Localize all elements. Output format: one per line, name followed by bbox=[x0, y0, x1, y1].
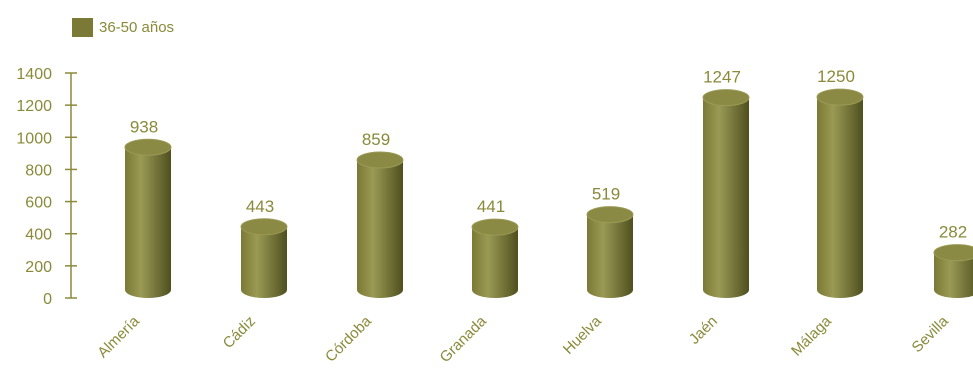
bar-top bbox=[586, 206, 634, 224]
data-label: 282 bbox=[939, 223, 967, 242]
bar bbox=[933, 244, 973, 298]
bar-top bbox=[124, 138, 172, 156]
y-tick-label: 800 bbox=[25, 162, 52, 179]
x-tick-label: Málaga bbox=[788, 312, 835, 359]
bar bbox=[356, 151, 404, 298]
bar-body bbox=[357, 159, 403, 298]
bar bbox=[702, 89, 750, 298]
x-tick-label: Sevilla bbox=[909, 312, 953, 356]
y-tick-label: 1000 bbox=[16, 130, 52, 147]
bar-body bbox=[703, 97, 749, 298]
data-label: 441 bbox=[477, 197, 505, 216]
x-tick-label: Granada bbox=[437, 312, 491, 366]
bar-body bbox=[125, 147, 171, 298]
legend-swatch bbox=[72, 18, 93, 37]
bar-body bbox=[817, 97, 863, 298]
data-labels: 938 443 859 441 519 1247 1250 282 bbox=[130, 67, 967, 242]
bar bbox=[471, 218, 519, 298]
bar-body bbox=[587, 214, 633, 298]
data-label: 443 bbox=[246, 197, 274, 216]
x-tick-label: Huelva bbox=[560, 312, 606, 358]
bar-top bbox=[356, 151, 404, 169]
bars bbox=[124, 88, 973, 298]
y-tick-label: 1200 bbox=[16, 98, 52, 115]
y-tick-label: 200 bbox=[25, 259, 52, 276]
bar-body bbox=[472, 227, 518, 298]
x-tick-label: Jaén bbox=[686, 313, 721, 348]
data-label: 1247 bbox=[703, 68, 741, 87]
bar-body bbox=[241, 226, 287, 298]
data-label: 519 bbox=[592, 185, 620, 204]
legend-label: 36-50 años bbox=[99, 19, 175, 36]
bar-top bbox=[933, 244, 973, 262]
legend: 36-50 años bbox=[72, 18, 174, 37]
bar-top bbox=[702, 89, 750, 107]
x-tick-label: Cádiz bbox=[220, 313, 259, 352]
x-tick-label: Córdoba bbox=[322, 312, 375, 365]
y-axis: 0 200 400 600 800 1000 1200 1400 bbox=[16, 66, 77, 308]
bar bbox=[124, 138, 172, 298]
data-label: 1250 bbox=[817, 67, 855, 86]
bar-body bbox=[934, 252, 973, 298]
data-label: 859 bbox=[362, 130, 390, 149]
bar-top bbox=[240, 218, 288, 236]
data-label: 938 bbox=[130, 117, 158, 136]
y-tick-label: 400 bbox=[25, 227, 52, 244]
bar-top bbox=[471, 218, 519, 236]
bar-top bbox=[816, 88, 864, 106]
y-tick-label: 600 bbox=[25, 195, 52, 212]
x-tick-label: Almería bbox=[94, 312, 143, 361]
y-tick-label: 1400 bbox=[16, 66, 52, 83]
y-tick-label: 0 bbox=[43, 291, 52, 308]
x-axis-labels: Almería Cádiz Córdoba Granada Huelva Jaén Mála… bbox=[94, 312, 952, 366]
bar bbox=[586, 206, 634, 298]
bar bbox=[816, 88, 864, 298]
bar bbox=[240, 218, 288, 298]
